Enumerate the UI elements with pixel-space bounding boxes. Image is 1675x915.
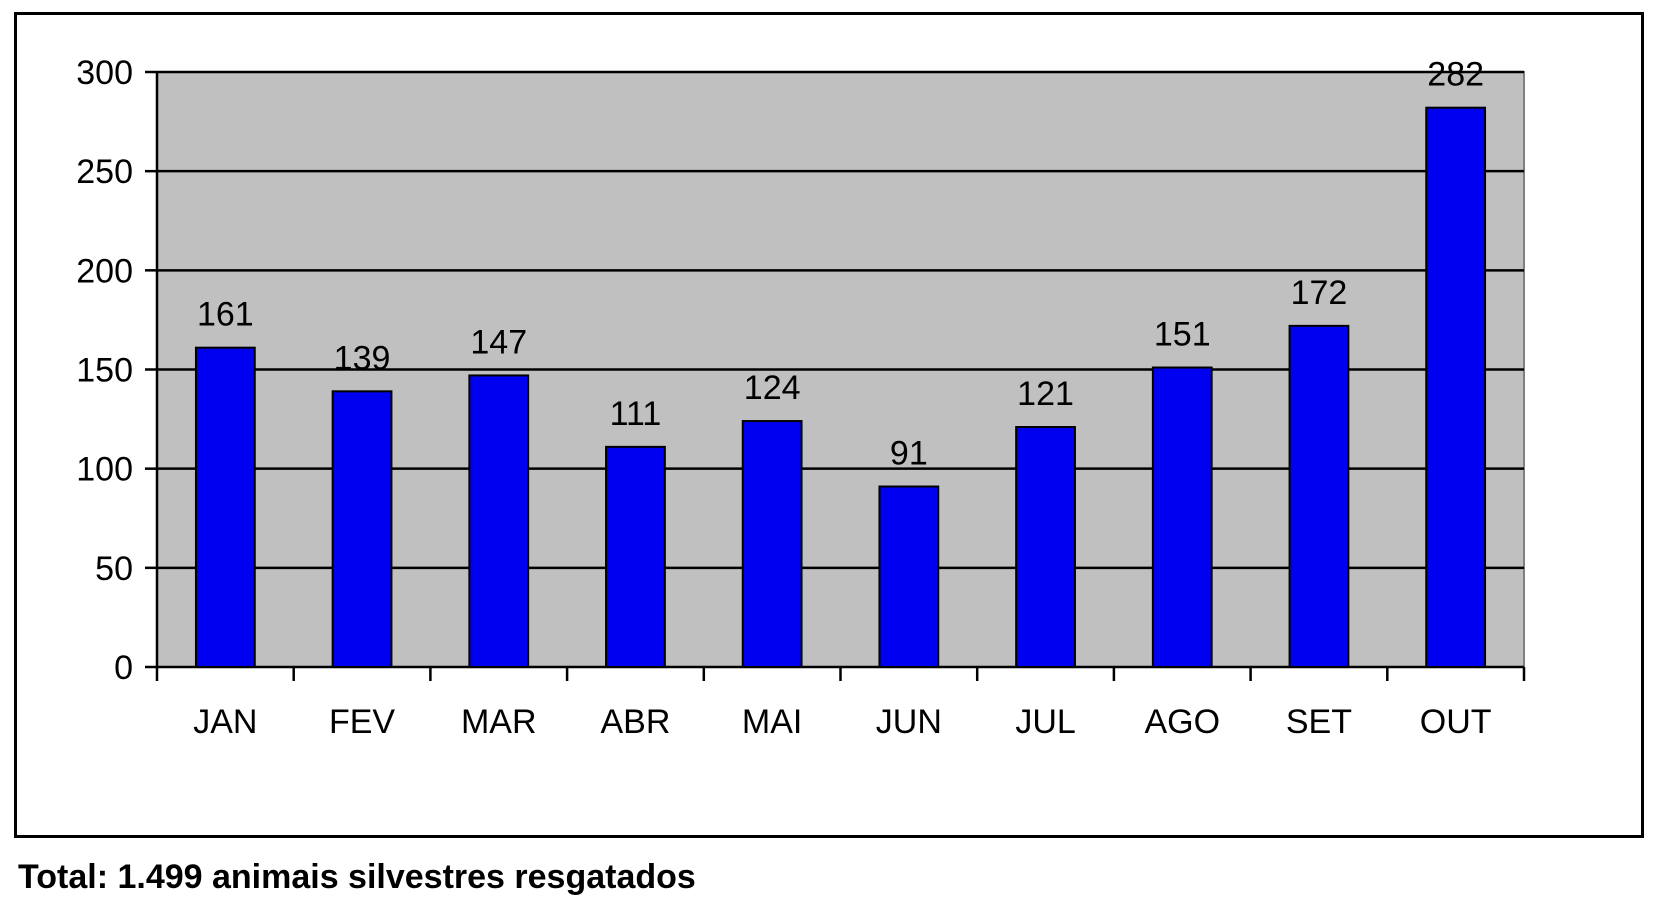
data-label: 172: [1291, 274, 1348, 312]
bar-set: [1288, 324, 1350, 668]
y-tick-label: 250: [76, 153, 133, 191]
data-label: 139: [334, 339, 391, 377]
x-tick-label: ABR: [600, 703, 670, 741]
bar-chart: 0 50 100 150 200 250 300 161 JAN 139 FEV 147 MAR 111 A…: [76, 54, 1526, 741]
bar-jul: [1015, 426, 1076, 668]
x-tick-label: OUT: [1420, 703, 1492, 741]
x-tick-label: AGO: [1144, 703, 1220, 741]
x-tick-label: MAR: [461, 703, 537, 741]
bar-ago: [1151, 366, 1213, 668]
data-label: 161: [197, 296, 254, 334]
bar-fev: [331, 390, 393, 668]
x-tick-label: SET: [1286, 703, 1352, 741]
plot-area: 0 50 100 150 200 250 300 161 JAN 139 FEV 147 MAR 111 A…: [76, 54, 1526, 741]
y-tick-label: 200: [76, 252, 133, 290]
y-tick-label: 0: [114, 649, 133, 687]
y-tick-label: 50: [95, 550, 133, 588]
bar-jun: [878, 485, 940, 668]
bar-mar: [468, 374, 530, 668]
x-tick-label: JAN: [193, 703, 257, 741]
data-label: 147: [470, 323, 527, 361]
bar-out: [1425, 106, 1487, 668]
x-tick-label: JUN: [876, 703, 942, 741]
data-label: 282: [1427, 56, 1484, 94]
bar-mai: [741, 420, 803, 669]
y-tick-label: 150: [76, 352, 133, 390]
footer-total-note: Total: 1.499 animais silvestres resgatad…: [18, 858, 696, 896]
y-tick-label: 100: [76, 451, 133, 489]
data-label: 151: [1154, 316, 1211, 354]
data-label: 121: [1017, 375, 1074, 413]
chart-frame: 0 50 100 150 200 250 300 161 JAN 139 FEV 147 MAR 111 A…: [14, 12, 1644, 838]
y-tick-label: 300: [76, 54, 133, 92]
bar-jan: [194, 346, 256, 668]
x-tick-label: JUL: [1015, 703, 1075, 741]
x-tick-label: MAI: [742, 703, 802, 741]
x-tick-label: FEV: [329, 703, 395, 741]
bar-abr: [605, 445, 666, 668]
data-label: 91: [890, 435, 928, 473]
data-label: 124: [744, 369, 801, 407]
data-label: 111: [610, 395, 662, 433]
